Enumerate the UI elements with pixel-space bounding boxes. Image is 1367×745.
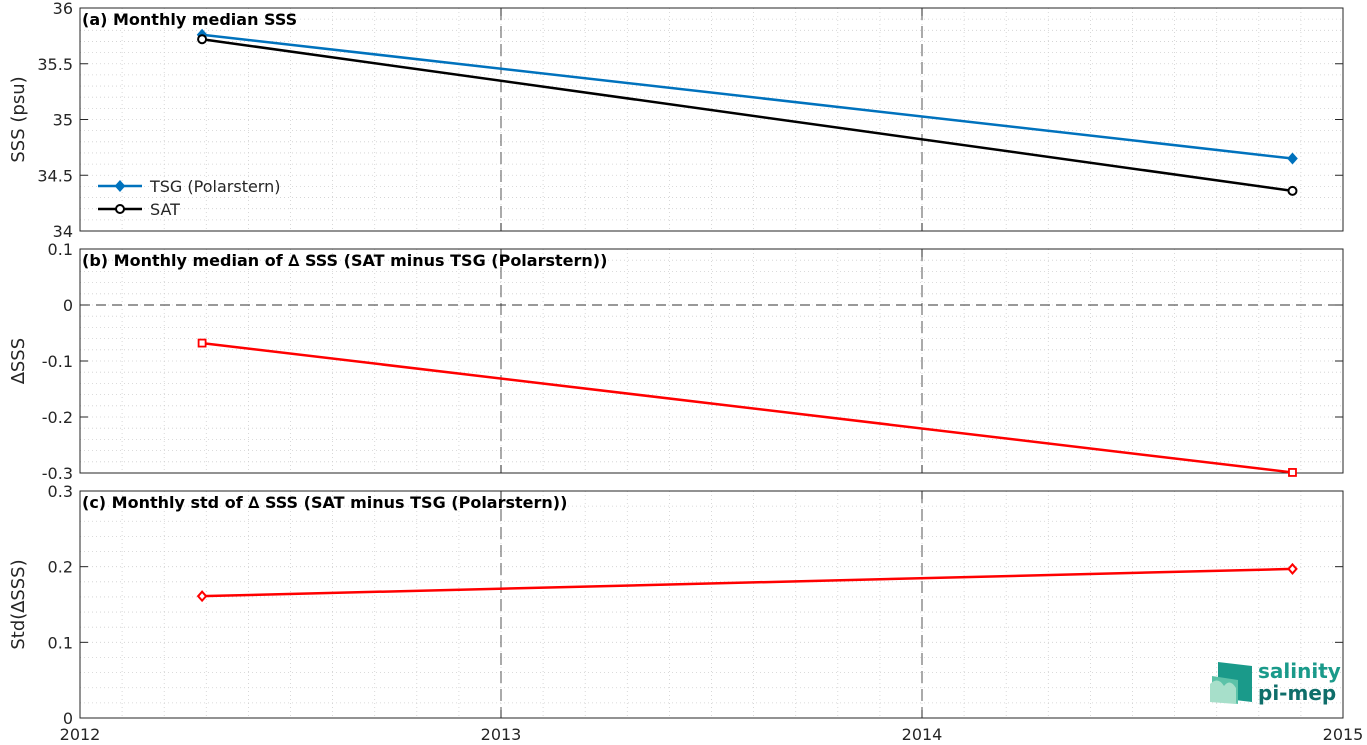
- data-point: [1287, 185, 1298, 196]
- panel-c: 0 0.1 0.2 0.3 2012 2013 2014 2015 Std(∆SSS) (c) M…: [8, 482, 1363, 744]
- panel-b: -0.3 -0.2 -0.1 0 0.1 ∆SSS (b) Monthly median o…: [8, 240, 1344, 483]
- data-point: [197, 338, 207, 348]
- y-tick-label: 0: [63, 296, 73, 315]
- y-tick-label: 34: [53, 222, 73, 241]
- legend-entry: SAT: [150, 200, 180, 219]
- y-tick-label: 0.2: [48, 558, 73, 577]
- legend-entry: TSG (Polarstern): [149, 177, 280, 196]
- series-line: [201, 341, 1293, 474]
- series-delta-sss: [197, 338, 1297, 477]
- panel-a: 34 34.5 35 35.5 36 SSS (psu) (a) Monthly media…: [8, 0, 1344, 241]
- panel-title: (c) Monthly std of ∆ SSS (SAT minus TSG …: [82, 493, 567, 512]
- y-axis-label: SSS (psu): [8, 76, 29, 162]
- series-line: [201, 37, 1293, 193]
- data-point: [196, 590, 208, 603]
- y-tick-label: -0.3: [42, 464, 73, 483]
- y-axis-label: Std(∆SSS): [8, 559, 29, 649]
- y-tick-label: -0.1: [42, 352, 73, 371]
- y-tick-label: -0.2: [42, 408, 73, 427]
- y-axis-label: ∆SSS: [8, 338, 29, 385]
- data-point: [197, 34, 208, 45]
- logo-text-pi-mep: pi-mep: [1258, 681, 1336, 705]
- series-delta-sss: [196, 562, 1298, 603]
- series-sat: [197, 34, 1298, 196]
- y-tick-label: 34.5: [37, 166, 73, 185]
- axes-box: [79, 490, 1344, 719]
- y-tick-label: 0.3: [48, 482, 73, 501]
- y-tick-label: 36: [53, 0, 73, 18]
- legend-marker: [115, 204, 125, 214]
- data-point: [1287, 152, 1298, 165]
- x-tick-label: 2015: [1323, 725, 1364, 744]
- series-line: [202, 567, 1293, 598]
- data-point: [1287, 562, 1298, 575]
- x-tick-label: 2012: [60, 725, 101, 744]
- salinity-pi-mep-logo: salinity pi-mep: [1210, 659, 1341, 705]
- logo-mark-icon: [1210, 662, 1252, 704]
- data-point: [1288, 468, 1297, 477]
- y-tick-label: 0.1: [48, 240, 73, 259]
- x-tick-label: 2014: [902, 725, 943, 744]
- y-tick-label: 0.1: [48, 633, 73, 652]
- plot-area: [80, 491, 1343, 718]
- panel-title: (a) Monthly median SSS: [82, 10, 297, 29]
- series-line: [201, 33, 1293, 160]
- panel-title: (b) Monthly median of ∆ SSS (SAT minus T…: [82, 251, 607, 270]
- x-tick-label: 2013: [481, 725, 522, 744]
- legend-marker: [114, 179, 126, 193]
- legend: TSG (Polarstern) SAT: [98, 177, 280, 219]
- y-tick-label: 35: [53, 111, 73, 130]
- y-tick-label: 35.5: [37, 55, 73, 74]
- y-tick-label: 0: [63, 709, 73, 728]
- logo-text-salinity: salinity: [1258, 659, 1341, 683]
